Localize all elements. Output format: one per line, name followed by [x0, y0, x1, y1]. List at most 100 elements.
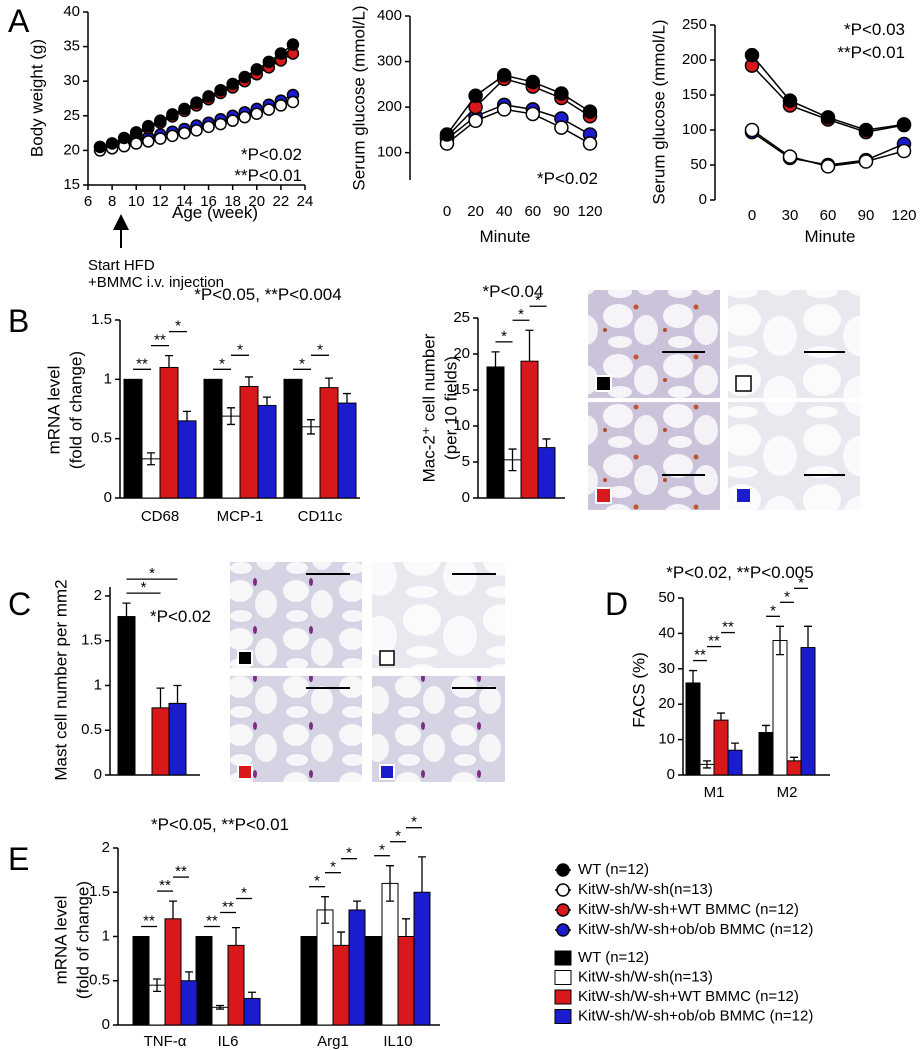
x-tick-label: 90 [858, 207, 875, 224]
annotation: **P<0.01 [234, 166, 302, 185]
micrographs-c [230, 562, 505, 782]
bar [300, 936, 318, 1026]
error-bar [418, 856, 426, 893]
chart-title: *P<0.05, **P<0.01 [151, 815, 289, 834]
error-bar [776, 625, 784, 656]
x-tick-label: 120 [577, 203, 602, 220]
legend-swatch [554, 970, 572, 985]
legend-label: WT (n=12) [578, 861, 649, 878]
group-key [595, 375, 612, 392]
error-bar [307, 419, 315, 435]
point [896, 143, 912, 159]
panel-label: B [8, 303, 29, 339]
error-bar [183, 410, 191, 421]
point [820, 110, 836, 125]
point [190, 124, 203, 137]
error-bar [325, 377, 333, 388]
bar [685, 682, 701, 776]
point [468, 113, 483, 129]
error-bar [689, 669, 697, 683]
significance-label: * [395, 828, 401, 845]
point [250, 107, 264, 120]
point [142, 135, 155, 148]
point [214, 117, 227, 131]
x-axis-label: Age (week) [172, 203, 258, 222]
point [782, 93, 798, 108]
y-tick-label: 1 [94, 676, 102, 693]
x-tick-label: 18 [224, 193, 241, 210]
y-axis-label: Mac-2⁺ cell number [419, 333, 438, 482]
error-bar [542, 438, 551, 448]
significance-label: ** [708, 633, 720, 650]
significance-label: * [149, 565, 155, 582]
point [262, 103, 276, 116]
y-tick-label: 0.5 [91, 430, 112, 447]
annotation: *P<0.02 [241, 145, 302, 164]
error-bar [321, 896, 329, 924]
point [214, 83, 227, 97]
significance-label: * [219, 355, 225, 372]
x-axis-label: Minute [804, 227, 855, 246]
error-bar [804, 625, 812, 648]
point [250, 63, 264, 76]
point [496, 102, 512, 117]
point [129, 126, 143, 139]
error-bar [263, 396, 271, 406]
bar [117, 616, 136, 776]
significance-label: ** [154, 332, 166, 349]
point [286, 38, 300, 51]
x-tick-label: 0 [748, 207, 756, 224]
x-tick-label: TNF-α [144, 1033, 187, 1050]
y-tick-label: 200 [377, 98, 402, 115]
bar [211, 1006, 229, 1026]
bar [132, 936, 150, 1026]
error-bar [402, 918, 410, 937]
point [154, 114, 167, 127]
x-tick-label: 10 [128, 193, 145, 210]
point [496, 67, 512, 83]
y-tick-label: 1 [102, 927, 110, 944]
x-tick-label: 12 [152, 193, 169, 210]
y-tick-label: 250 [682, 16, 707, 33]
significance-label: * [314, 873, 320, 890]
significance-label: * [518, 306, 524, 323]
legend-label: KitW-sh/W-sh+WT BMMC (n=12) [578, 988, 799, 1005]
bar [413, 891, 431, 1026]
x-tick-label: 8 [108, 193, 116, 210]
y-tick-label: 10 [658, 731, 675, 748]
y-tick-label: 1.5 [81, 632, 102, 649]
annotation: *P<0.03 [844, 20, 905, 39]
bar [786, 760, 802, 776]
y-axis-label: Body weight (g) [27, 39, 46, 157]
point [190, 96, 203, 109]
x-tick-label: MCP-1 [217, 508, 264, 525]
y-tick-label: 35 [63, 38, 80, 55]
error-bar [248, 991, 256, 999]
significance-label: ** [136, 355, 148, 372]
error-bar [525, 329, 534, 362]
significance-label: * [501, 328, 507, 345]
significance-label: * [237, 341, 243, 358]
y-tick-label: 0.5 [81, 721, 102, 738]
y-tick-label: 150 [682, 86, 707, 103]
bar [758, 732, 774, 776]
point [93, 140, 107, 154]
y-tick-label: 20 [63, 141, 80, 158]
point [166, 129, 179, 143]
chart-title: *P<0.05, **P<0.004 [194, 285, 341, 304]
bar [227, 944, 245, 1026]
y-tick-label: 25 [453, 309, 470, 326]
x-tick-label: 14 [176, 193, 193, 210]
error-bar [508, 448, 517, 472]
bar [365, 936, 383, 1026]
bar [283, 378, 303, 499]
panel-label: E [8, 841, 29, 877]
error-bar [147, 452, 155, 466]
significance-label: * [241, 885, 247, 902]
x-tick-label: CD11c [298, 508, 343, 525]
y-tick-label: 10 [453, 417, 470, 434]
error-bar [762, 724, 770, 733]
error-bar [122, 602, 131, 617]
